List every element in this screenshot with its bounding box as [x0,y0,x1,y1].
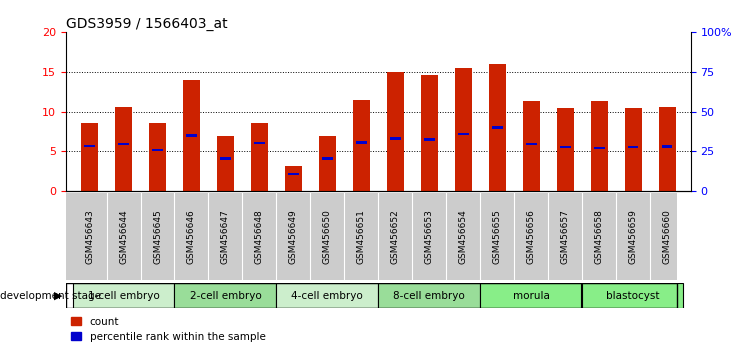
Bar [594,147,605,149]
Bar [115,107,132,191]
Bar [288,172,299,175]
Text: 8-cell embryo: 8-cell embryo [393,291,465,301]
Bar [356,142,367,144]
FancyBboxPatch shape [480,284,581,308]
Text: 1-cell embryo: 1-cell embryo [88,291,159,301]
Text: GSM456649: GSM456649 [289,209,298,264]
Bar [628,146,638,148]
Text: GSM456644: GSM456644 [119,209,128,264]
Text: GSM456660: GSM456660 [662,209,672,264]
Bar [455,69,471,191]
Bar [254,142,265,144]
Bar [149,124,166,191]
Bar [523,101,539,191]
Bar [186,134,197,137]
Bar [217,136,234,191]
Bar [662,145,673,148]
Bar [424,138,435,141]
Text: GSM456645: GSM456645 [153,209,162,264]
Text: GSM456650: GSM456650 [323,209,332,264]
Bar [220,158,231,160]
Bar [387,72,404,191]
Text: 4-cell embryo: 4-cell embryo [292,291,363,301]
Bar [526,143,537,145]
Text: GSM456654: GSM456654 [459,209,468,264]
Text: GDS3959 / 1566403_at: GDS3959 / 1566403_at [66,17,227,31]
Text: GSM456656: GSM456656 [526,209,536,264]
Text: GSM456657: GSM456657 [561,209,569,264]
Bar [84,145,95,147]
Bar [183,80,200,191]
Bar [421,75,438,191]
FancyBboxPatch shape [72,284,174,308]
Text: morula: morula [512,291,550,301]
Bar [560,146,571,148]
Text: ▶: ▶ [53,291,62,301]
FancyBboxPatch shape [66,193,677,280]
Bar [489,64,506,191]
Text: GSM456659: GSM456659 [629,209,637,264]
FancyBboxPatch shape [175,284,276,308]
Bar [118,143,129,145]
Text: GSM456653: GSM456653 [425,209,433,264]
Text: development stage: development stage [0,291,101,301]
Bar [152,149,163,151]
Text: GSM456658: GSM456658 [594,209,604,264]
Bar [458,133,469,135]
Text: blastocyst: blastocyst [606,291,660,301]
FancyBboxPatch shape [582,284,683,308]
Bar [353,101,370,191]
Bar [251,124,268,191]
FancyBboxPatch shape [276,284,378,308]
Bar [659,107,675,191]
Text: GSM456655: GSM456655 [493,209,501,264]
Bar [81,124,98,191]
Text: GSM456652: GSM456652 [391,209,400,264]
Bar [390,137,401,140]
FancyBboxPatch shape [379,284,480,308]
Legend: count, percentile rank within the sample: count, percentile rank within the sample [71,317,265,342]
Bar [492,126,503,129]
Bar [556,108,574,191]
Text: 2-cell embryo: 2-cell embryo [189,291,261,301]
Text: GSM456648: GSM456648 [255,209,264,264]
Bar [285,166,302,191]
Bar [591,101,607,191]
Text: GSM456647: GSM456647 [221,209,230,264]
Text: GSM456646: GSM456646 [187,209,196,264]
Text: GSM456643: GSM456643 [85,209,94,264]
Text: GSM456651: GSM456651 [357,209,366,264]
Bar [322,158,333,160]
Bar [319,136,336,191]
Bar [624,108,642,191]
